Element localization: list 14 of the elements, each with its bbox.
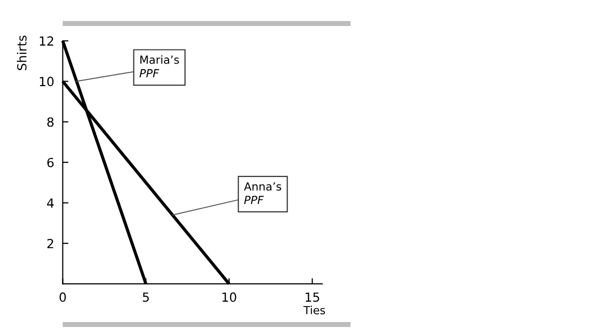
annotation: Anna’s PPF	[244, 182, 282, 204]
x-axis-title: Ties	[303, 306, 326, 314]
y-tick-label: 8	[47, 117, 54, 127]
y-tick-label: 4	[47, 198, 54, 208]
y-tick-label: 2	[47, 238, 54, 248]
y-axis-title: Shirts	[16, 36, 27, 70]
x-tick-label: 15	[306, 292, 320, 302]
x-tick-label: 0	[60, 292, 66, 302]
annotation: Maria’s PPF	[140, 55, 179, 78]
y-tick-label: 6	[47, 158, 54, 168]
y-tick-label: 10	[40, 76, 54, 86]
x-tick-label: 10	[222, 292, 236, 302]
x-tick-label: 5	[142, 292, 149, 302]
y-tick-label: 12	[40, 36, 54, 46]
